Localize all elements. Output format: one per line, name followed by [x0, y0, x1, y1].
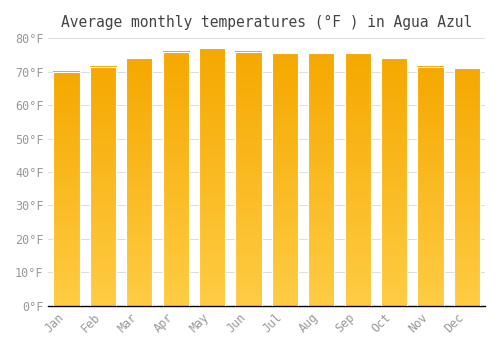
Bar — [308, 53, 334, 306]
Title: Average monthly temperatures (°F ) in Agua Azul: Average monthly temperatures (°F ) in Ag… — [61, 15, 472, 30]
Bar — [454, 68, 480, 306]
Bar — [90, 66, 116, 306]
Bar — [418, 66, 444, 306]
Bar — [272, 53, 298, 306]
Bar — [381, 58, 407, 306]
Bar — [344, 53, 370, 306]
Bar — [126, 58, 152, 306]
Bar — [162, 51, 189, 306]
Bar — [199, 48, 225, 306]
Bar — [54, 72, 80, 306]
Bar — [236, 51, 262, 306]
